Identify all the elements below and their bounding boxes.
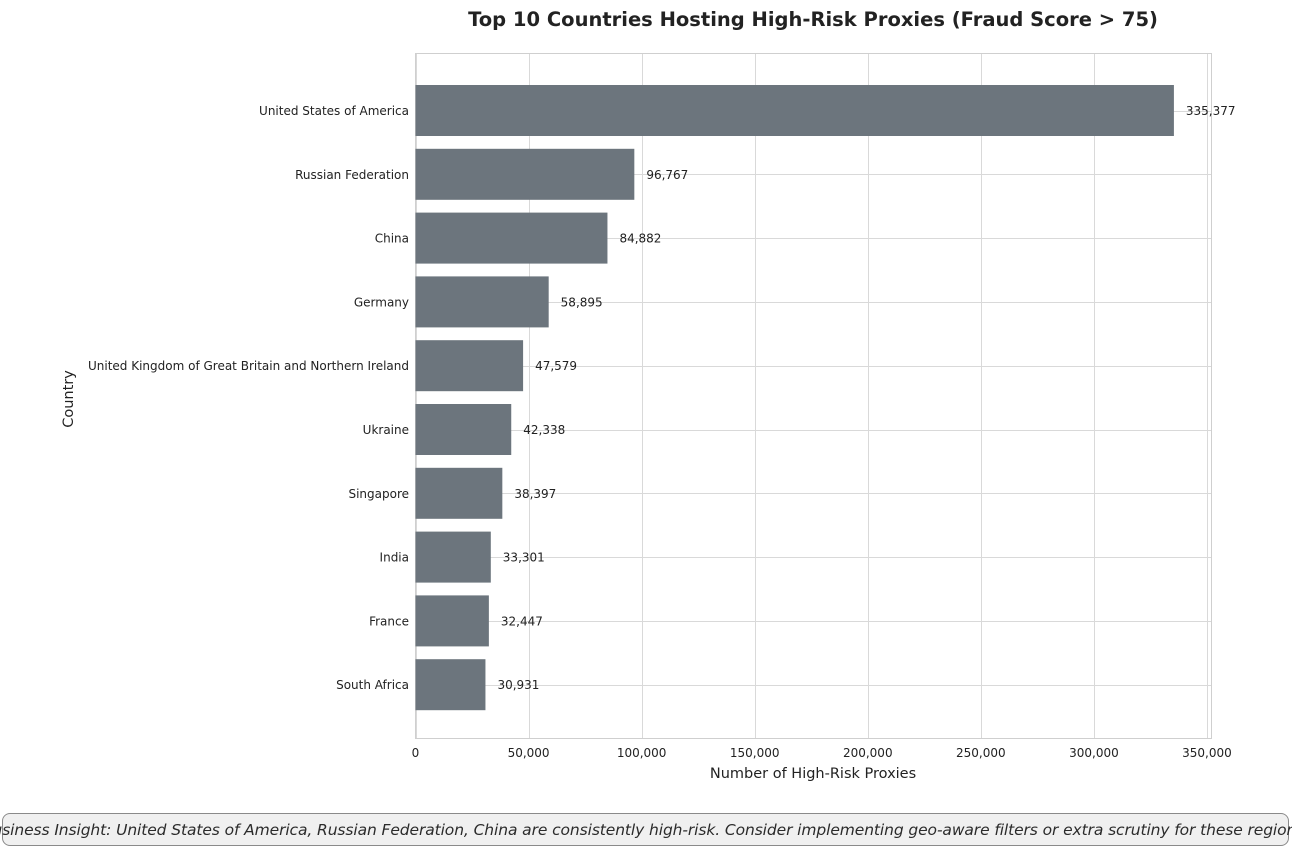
bar-value-label: 42,338 <box>523 423 565 437</box>
bar <box>415 404 512 455</box>
bar-value-label: 38,397 <box>514 487 556 501</box>
bar-value-label: 33,301 <box>503 551 545 565</box>
x-tick-labels: 0 50,000 100,000 150,000 200,000 250,000 300,0… <box>412 746 1232 760</box>
x-tick-label: 250,000 <box>956 746 1006 760</box>
x-tick-label: 50,000 <box>508 746 550 760</box>
bar <box>415 148 635 200</box>
insight-text: Business Insight: United States of Ameri… <box>0 820 1292 839</box>
bar <box>415 595 489 647</box>
x-tick-label: 350,000 <box>1182 746 1232 760</box>
bar-value-label: 96,767 <box>646 168 688 182</box>
insight-annotation: Business Insight: United States of Ameri… <box>0 813 1292 846</box>
x-tick-label: 150,000 <box>730 746 780 760</box>
bar <box>415 276 549 328</box>
y-tick-label: France <box>369 614 409 628</box>
y-tick-label: India <box>380 551 409 565</box>
bars <box>415 85 1174 711</box>
bar-value-label: 32,447 <box>501 614 543 628</box>
bar-value-label: 47,579 <box>535 359 577 373</box>
y-tick-label: Singapore <box>348 487 409 501</box>
bar-chart: Top 10 Countries Hosting High-Risk Proxi… <box>61 8 1236 782</box>
x-tick-label: 100,000 <box>617 746 667 760</box>
x-tick-label: 300,000 <box>1069 746 1119 760</box>
bar <box>415 85 1174 136</box>
bar <box>415 467 503 519</box>
bar-value-label: 30,931 <box>497 678 539 692</box>
bar <box>415 659 486 711</box>
bar <box>415 531 491 583</box>
y-tick-labels: United States of America Russian Federati… <box>88 104 409 692</box>
y-tick-label: China <box>375 232 409 246</box>
y-tick-label: United Kingdom of Great Britain and Nort… <box>88 359 409 373</box>
y-tick-label: United States of America <box>259 104 409 118</box>
y-tick-label: Ukraine <box>363 423 409 437</box>
x-axis-label: Number of High-Risk Proxies <box>710 766 916 782</box>
chart-title: Top 10 Countries Hosting High-Risk Proxi… <box>468 8 1158 31</box>
x-tick-label: 0 <box>412 746 420 760</box>
bar-value-label: 58,895 <box>561 295 603 309</box>
y-tick-label: Germany <box>354 295 409 309</box>
y-axis-label: Country <box>61 370 77 428</box>
y-tick-label: South Africa <box>336 678 409 692</box>
bar-value-label: 84,882 <box>619 232 661 246</box>
data-labels: 335,377 96,767 84,882 58,895 47,579 42,338 38,… <box>497 104 1235 692</box>
bar <box>415 212 608 264</box>
bar <box>415 340 524 392</box>
bar-value-label: 335,377 <box>1186 104 1236 118</box>
x-tick-label: 200,000 <box>843 746 893 760</box>
y-tick-label: Russian Federation <box>295 168 409 182</box>
plot-frame <box>415 53 1212 739</box>
